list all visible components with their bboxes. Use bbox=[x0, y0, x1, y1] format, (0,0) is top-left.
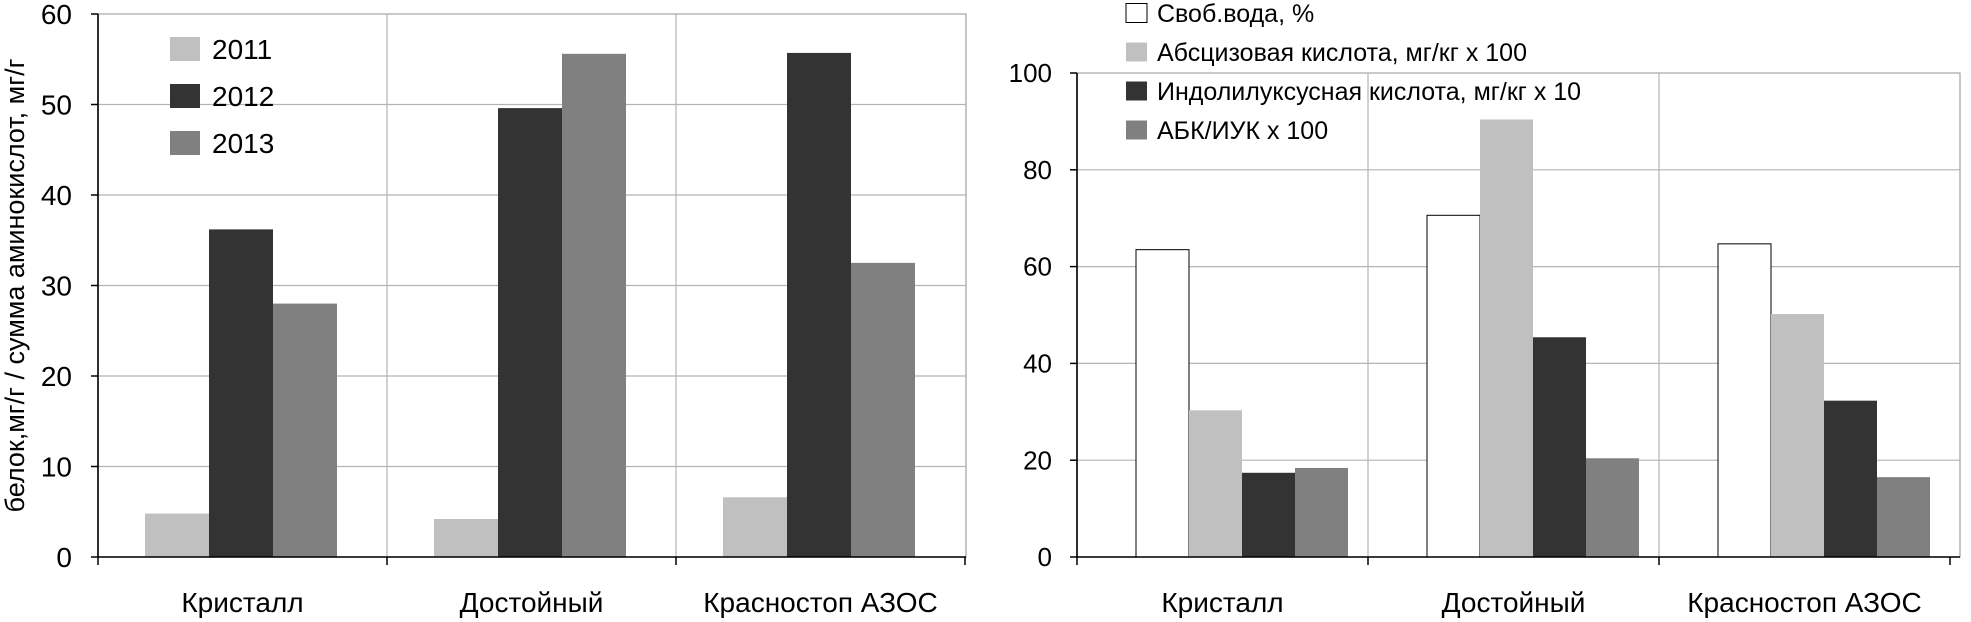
legend-swatch bbox=[1126, 42, 1147, 62]
bar-4-2 bbox=[1586, 458, 1639, 557]
left-chart: 0 10 20 30 40 50 60 Кристалл Достойный Красностоп… bbox=[0, 0, 967, 618]
legend-label: Абсцизовая кислота, мг/кг х 100 bbox=[1157, 39, 1527, 67]
bar-2-1 bbox=[1189, 410, 1242, 557]
y-tick-label: 10 bbox=[41, 451, 72, 482]
legend-swatch bbox=[1125, 3, 1148, 23]
legend: Своб.вода, % Абсцизовая кислота, мг/кг х … bbox=[1125, 0, 1581, 145]
bar-2-2 bbox=[1480, 119, 1533, 558]
legend-label: Своб.вода, % bbox=[1157, 0, 1314, 28]
bar-3-2 bbox=[562, 53, 626, 557]
bar-1-3 bbox=[723, 497, 787, 557]
legend-label: 2013 bbox=[212, 128, 274, 159]
y-tick-label: 30 bbox=[41, 270, 72, 301]
bar-2-3 bbox=[787, 52, 851, 557]
category-label: Красностоп АЗОС bbox=[1687, 587, 1921, 618]
y-tick-label: 100 bbox=[1009, 58, 1052, 88]
bar-1-1 bbox=[1135, 249, 1190, 558]
bar-1-3 bbox=[1717, 243, 1772, 558]
y-tick-label: 20 bbox=[1023, 445, 1052, 475]
category-label: Кристалл bbox=[1161, 587, 1283, 618]
legend-swatch bbox=[1126, 81, 1147, 101]
legend: 2011 2012 2013 bbox=[170, 34, 274, 159]
bar-3-1 bbox=[273, 303, 337, 557]
legend-swatch bbox=[170, 37, 200, 61]
bar-3-2 bbox=[1533, 337, 1586, 557]
legend-label: Индолилуксусная кислота, мг/кг х 10 bbox=[1157, 78, 1581, 106]
y-tick-label: 50 bbox=[41, 89, 72, 120]
y-axis-label: белок,мг/г / сумма аминокислот, мг/г bbox=[0, 58, 30, 512]
bar-1-2 bbox=[434, 518, 498, 557]
bar-4-1 bbox=[1295, 467, 1348, 557]
y-tick-label: 0 bbox=[1038, 542, 1052, 572]
bar-3-3 bbox=[1824, 400, 1877, 557]
bar-3-1 bbox=[1242, 472, 1295, 557]
bar-2-2 bbox=[498, 108, 562, 558]
bar-4-3 bbox=[1877, 477, 1930, 557]
category-label: Кристалл bbox=[181, 587, 303, 618]
legend-swatch bbox=[170, 131, 200, 155]
y-tick-label: 40 bbox=[1023, 349, 1052, 379]
bar-1-1 bbox=[145, 513, 209, 557]
y-tick-label: 80 bbox=[1023, 155, 1052, 185]
y-tick-label: 60 bbox=[1023, 252, 1052, 282]
legend-swatch bbox=[170, 84, 200, 108]
y-tick-label: 60 bbox=[41, 0, 72, 30]
category-label: Достойный bbox=[1442, 587, 1586, 618]
legend-label: АБК/ИУК х 100 bbox=[1157, 117, 1328, 145]
y-tick-label: 0 bbox=[56, 542, 72, 573]
bar-2-3 bbox=[1771, 314, 1824, 557]
bar-2-1 bbox=[209, 229, 273, 557]
legend-label: 2012 bbox=[212, 81, 274, 112]
y-tick-label: 40 bbox=[41, 180, 72, 211]
category-label: Красностоп АЗОС bbox=[703, 587, 937, 618]
bar-3-3 bbox=[851, 262, 915, 557]
legend-label: 2011 bbox=[212, 34, 272, 65]
right-chart: 0 20 40 60 80 100 Кристалл Достойный Красностоп … bbox=[1009, 0, 1961, 618]
category-label: Достойный bbox=[460, 587, 604, 618]
legend-swatch bbox=[1126, 120, 1147, 140]
y-tick-label: 20 bbox=[41, 361, 72, 392]
bar-1-2 bbox=[1426, 214, 1481, 558]
